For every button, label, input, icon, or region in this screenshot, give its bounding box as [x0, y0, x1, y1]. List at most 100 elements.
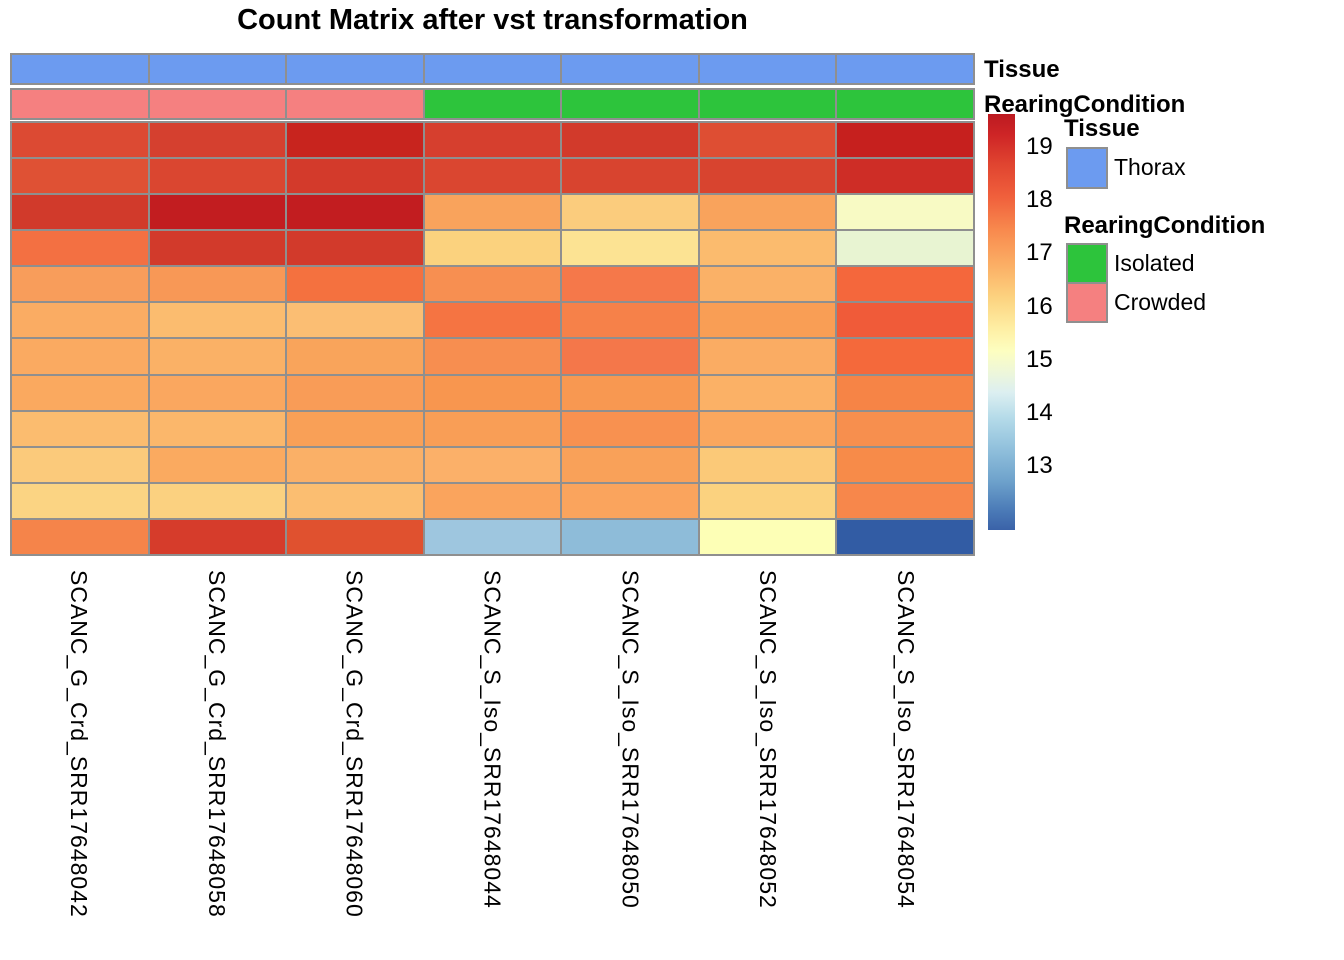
heatmap-cell — [699, 447, 836, 482]
column-label: SCANC_S_Iso_SRR17648044 — [479, 570, 506, 909]
color-scale-tick-label: 15 — [1026, 345, 1053, 373]
heatmap-cell — [149, 303, 286, 338]
heatmap-cell — [424, 267, 561, 302]
heatmap-cell — [699, 411, 836, 446]
heatmap-cell — [562, 411, 698, 446]
heatmap-cell — [424, 483, 561, 518]
column-label: SCANC_S_Iso_SRR17648054 — [893, 570, 920, 909]
annotation-cell-isolated — [837, 90, 973, 118]
heatmap-cell — [837, 483, 973, 518]
heatmap-cell — [287, 483, 423, 518]
heatmap-cell — [12, 339, 148, 374]
column-label: SCANC_G_Crd_SRR17648058 — [203, 570, 230, 918]
heatmap-cell — [699, 267, 836, 302]
heatmap-cell — [424, 303, 561, 338]
annotation-cell-crowded — [149, 90, 286, 118]
heatmap-cell — [424, 159, 561, 194]
page-title: Count Matrix after vst transformation — [237, 4, 748, 36]
heatmap-cell — [562, 123, 698, 158]
heatmap-cell — [699, 195, 836, 230]
column-label: SCANC_S_Iso_SRR17648052 — [755, 570, 782, 909]
heatmap-cell — [12, 411, 148, 446]
heatmap-cell — [12, 447, 148, 482]
heatmap-cell — [562, 447, 698, 482]
heatmap-cell — [562, 231, 698, 266]
annotation-cell-crowded — [12, 90, 148, 118]
annotation-cell-thorax — [424, 55, 561, 83]
heatmap-cell — [562, 375, 698, 410]
heatmap-cell — [424, 339, 561, 374]
heatmap-cell — [12, 303, 148, 338]
heatmap-cell — [837, 303, 973, 338]
legend-swatch-stack — [1066, 243, 1108, 323]
heatmap-cell — [424, 231, 561, 266]
heatmap-cell — [287, 303, 423, 338]
annotation-cell-thorax — [837, 55, 973, 83]
heatmap-cell — [12, 519, 148, 554]
annotation-cell-isolated — [424, 90, 561, 118]
heatmap-cell — [699, 375, 836, 410]
color-scale-tick-label: 19 — [1026, 133, 1053, 160]
heatmap-cell — [562, 267, 698, 302]
annotation-cell-thorax — [287, 55, 423, 83]
color-scale-tick-label: 16 — [1026, 292, 1053, 320]
heatmap-cell — [149, 339, 286, 374]
annotation-row-label-rearing-condition: RearingCondition — [984, 91, 1186, 118]
heatmap-cell — [699, 159, 836, 194]
heatmap-cell — [287, 411, 423, 446]
legend-label-crowded: Crowded — [1114, 289, 1207, 315]
column-label: SCANC_G_Crd_SRR17648060 — [341, 570, 368, 918]
heatmap-cell — [149, 519, 286, 554]
color-scale-bar — [988, 114, 1015, 530]
heatmap-grid — [10, 121, 975, 556]
heatmap-cell — [287, 159, 423, 194]
heatmap-cell — [12, 483, 148, 518]
heatmap-cell — [287, 231, 423, 266]
heatmap-cell — [149, 411, 286, 446]
heatmap-cell — [287, 339, 423, 374]
annotation-cell-thorax — [699, 55, 836, 83]
heatmap-cell — [424, 519, 561, 554]
color-scale-tick-label: 18 — [1026, 186, 1053, 214]
heatmap-cell — [562, 159, 698, 194]
legend-swatch-isolated — [1068, 245, 1106, 282]
heatmap-cell — [562, 339, 698, 374]
heatmap-cell — [837, 159, 973, 194]
annotation-cell-isolated — [562, 90, 698, 118]
heatmap-cell — [562, 483, 698, 518]
heatmap-cell — [837, 375, 973, 410]
heatmap-cell — [699, 519, 836, 554]
heatmap-cell — [12, 231, 148, 266]
heatmap-cell — [287, 195, 423, 230]
heatmap-cell — [424, 123, 561, 158]
heatmap-cell — [837, 519, 973, 554]
heatmap-cell — [837, 339, 973, 374]
color-scale-tick-label: 13 — [1026, 452, 1053, 480]
legend-swatch-thorax — [1066, 147, 1108, 189]
annotation-bar-rearing-condition — [10, 88, 975, 120]
color-scale-tick-label: 14 — [1026, 399, 1053, 426]
heatmap-cell — [424, 447, 561, 482]
heatmap-cell — [149, 483, 286, 518]
annotation-cell-isolated — [699, 90, 836, 118]
heatmap-cell — [149, 231, 286, 266]
column-label: SCANC_S_Iso_SRR17648050 — [617, 570, 644, 909]
annotation-row-label-tissue: Tissue — [984, 56, 1060, 83]
heatmap-cell — [837, 123, 973, 158]
heatmap-cell — [699, 231, 836, 266]
heatmap-cell — [837, 447, 973, 482]
legend-swatch-crowded — [1068, 284, 1106, 321]
heatmap-cell — [12, 195, 148, 230]
annotation-cell-thorax — [562, 55, 698, 83]
heatmap-cell — [424, 375, 561, 410]
legend-heading-tissue: Tissue — [1064, 115, 1140, 142]
heatmap-cell — [699, 303, 836, 338]
heatmap-cell — [562, 195, 698, 230]
heatmap-cell — [837, 231, 973, 266]
heatmap-cell — [287, 375, 423, 410]
annotation-cell-crowded — [287, 90, 423, 118]
legend-label-isolated: Isolated — [1114, 250, 1195, 276]
legend-heading-rearing-condition: RearingCondition — [1064, 212, 1266, 239]
heatmap-cell — [699, 123, 836, 158]
heatmap-cell — [287, 447, 423, 482]
